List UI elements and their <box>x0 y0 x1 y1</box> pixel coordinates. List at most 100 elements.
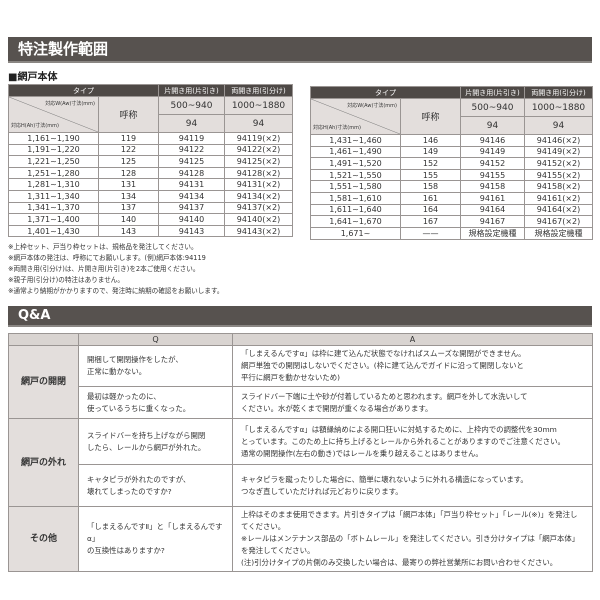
double-product: 94146(×2) <box>524 134 593 147</box>
name-header: 呼称 <box>98 96 159 133</box>
size-row: 1,461~1,490 149 94149 94149(×2) <box>310 145 593 159</box>
size-row: 1,251~1,280 128 94128 94128(×2) <box>8 166 293 180</box>
width-label: 対応W(Aw)寸法(mm) <box>347 103 397 109</box>
name-code: 134 <box>98 189 159 203</box>
double-width: 1000~1880 <box>224 96 293 115</box>
double-width: 1000~1880 <box>524 98 593 117</box>
double-product: 94122(×2) <box>224 143 293 157</box>
height-range: 1,461~1,490 <box>310 145 401 159</box>
name-code: 167 <box>400 215 461 228</box>
name-code: 143 <box>98 224 159 238</box>
single-product: 94146 <box>460 134 525 147</box>
double-product: 94167(×2) <box>524 215 593 228</box>
note: ※網戸本体の発注は、呼称にてお願いします。(例)網戸本体:94119 <box>8 254 206 262</box>
single-product: 規格設定機種 <box>460 226 525 240</box>
double-product: 規格設定機種 <box>524 226 593 240</box>
name-code: 119 <box>98 132 159 145</box>
name-code: 149 <box>400 145 461 159</box>
size-row: 1,551~1,580 158 94158 94158(×2) <box>310 180 593 193</box>
note: ※上枠セット、戸当り枠セットは、規格品を発注してください。 <box>8 243 198 251</box>
answer: 「しまえるんですα」は額縁納めによる開口狂いに対処するために、上枠内での調整代を… <box>232 418 593 465</box>
size-row: 1,401~1,430 143 94143 94143(×2) <box>8 224 293 238</box>
size-row: 1,431~1,460 146 94146 94146(×2) <box>310 134 593 147</box>
category: 網戸の開閉 <box>8 345 79 419</box>
height-label: 対応H(Ah)寸法(mm) <box>11 123 59 129</box>
height-range: 1,401~1,430 <box>8 224 99 238</box>
size-row: 1,611~1,640 164 94164 94164(×2) <box>310 203 593 217</box>
name-code: 137 <box>98 201 159 215</box>
answer: 「しまえるんですα」は枠に建て込んだ状態でなければスムーズな開閉ができません。網… <box>232 345 593 387</box>
size-row: 1,581~1,610 161 94161 94161(×2) <box>310 191 593 205</box>
page-title: 特注製作範囲 <box>8 37 592 63</box>
double-product: 94164(×2) <box>524 203 593 217</box>
name-code: 152 <box>400 157 461 170</box>
name-code: 161 <box>400 191 461 205</box>
size-table-left: タイプ 片開き用(片引き) 両開き用(引分け) 対応W(Aw)寸法(mm) 対応H(A… <box>8 84 293 238</box>
size-row: 1,221~1,250 125 94125 94125(×2) <box>8 155 293 168</box>
notes: ※上枠セット、戸当り枠セットは、規格品を発注してください。 ※網戸本体の発注は、… <box>8 242 223 297</box>
single-width: 500~940 <box>158 96 225 115</box>
double-header: 両開き用(引分け) <box>224 84 293 97</box>
size-row: 1,371~1,400 140 94140 94140(×2) <box>8 213 293 226</box>
name-code: 155 <box>400 168 461 182</box>
a-header: A <box>232 333 593 346</box>
single-product: 94122 <box>158 143 225 157</box>
size-row: 1,521~1,550 155 94155 94155(×2) <box>310 168 593 182</box>
dimension-diagonal-cell: 対応W(Aw)寸法(mm) 対応H(Ah)寸法(mm) <box>8 96 99 133</box>
height-range: 1,251~1,280 <box>8 166 99 180</box>
height-range: 1,641~1,670 <box>310 215 401 228</box>
single-product: 94158 <box>460 180 525 193</box>
note: ※通常より納期がかかりますので、発注時に納期の確認をお願いします。 <box>8 287 224 295</box>
height-range: 1,371~1,400 <box>8 213 99 226</box>
single-product: 94167 <box>460 215 525 228</box>
single-product: 94119 <box>158 132 225 145</box>
name-code: —— <box>400 226 461 240</box>
single-product: 94149 <box>460 145 525 159</box>
double-product: 94131(×2) <box>224 178 293 191</box>
answer: スライドバー下端に土や砂が付着しているためと思われます。網戸を外して水洗いしてく… <box>232 386 593 419</box>
double-product: 94125(×2) <box>224 155 293 168</box>
height-range: 1,611~1,640 <box>310 203 401 217</box>
name-code: 158 <box>400 180 461 193</box>
question: スライドバーを持ち上げながら開閉 したら、レールから網戸が外れた。 <box>78 418 233 465</box>
single-product: 94155 <box>460 168 525 182</box>
height-range: 1,671~ <box>310 226 401 240</box>
question: キャタピラが外れたのですが、 壊れてしまったのですか? <box>78 464 233 507</box>
question: 開梱して開閉操作をしたが、 正常に動かない。 <box>78 345 233 387</box>
single-product: 94125 <box>158 155 225 168</box>
single-product: 94128 <box>158 166 225 180</box>
name-code: 128 <box>98 166 159 180</box>
type-header: タイプ <box>8 84 159 97</box>
height-range: 1,551~1,580 <box>310 180 401 193</box>
single-product: 94140 <box>158 213 225 226</box>
answer: キャタピラを蹴ったりした場合に、簡単に壊れないように外れる構造になっています。つ… <box>232 464 593 507</box>
note: ※両開き用(引分け)は、片開き用(片引き)を2本ご使用ください。 <box>8 265 200 273</box>
single-code: 94 <box>460 116 525 135</box>
q-header: Q <box>78 333 233 346</box>
double-product: 94158(×2) <box>524 180 593 193</box>
height-range: 1,221~1,250 <box>8 155 99 168</box>
single-code: 94 <box>158 114 225 133</box>
name-code: 140 <box>98 213 159 226</box>
height-range: 1,311~1,340 <box>8 189 99 203</box>
double-product: 94119(×2) <box>224 132 293 145</box>
single-product: 94143 <box>158 224 225 238</box>
size-row: 1,491~1,520 152 94152 94152(×2) <box>310 157 593 170</box>
size-row: 1,191~1,220 122 94122 94122(×2) <box>8 143 293 157</box>
category: 網戸の外れ <box>8 418 79 507</box>
double-product: 94140(×2) <box>224 213 293 226</box>
single-width: 500~940 <box>460 98 525 117</box>
size-row: 1,161~1,190 119 94119 94119(×2) <box>8 132 293 145</box>
width-label: 対応W(Aw)寸法(mm) <box>45 101 95 107</box>
double-product: 94128(×2) <box>224 166 293 180</box>
qa-corner <box>8 333 79 346</box>
double-header: 両開き用(引分け) <box>524 86 593 99</box>
double-product: 94149(×2) <box>524 145 593 159</box>
height-range: 1,431~1,460 <box>310 134 401 147</box>
double-product: 94143(×2) <box>224 224 293 238</box>
double-code: 94 <box>524 116 593 135</box>
single-product: 94152 <box>460 157 525 170</box>
note: ※親子用(引分け)の特注はありません。 <box>8 276 124 284</box>
double-product: 94137(×2) <box>224 201 293 215</box>
